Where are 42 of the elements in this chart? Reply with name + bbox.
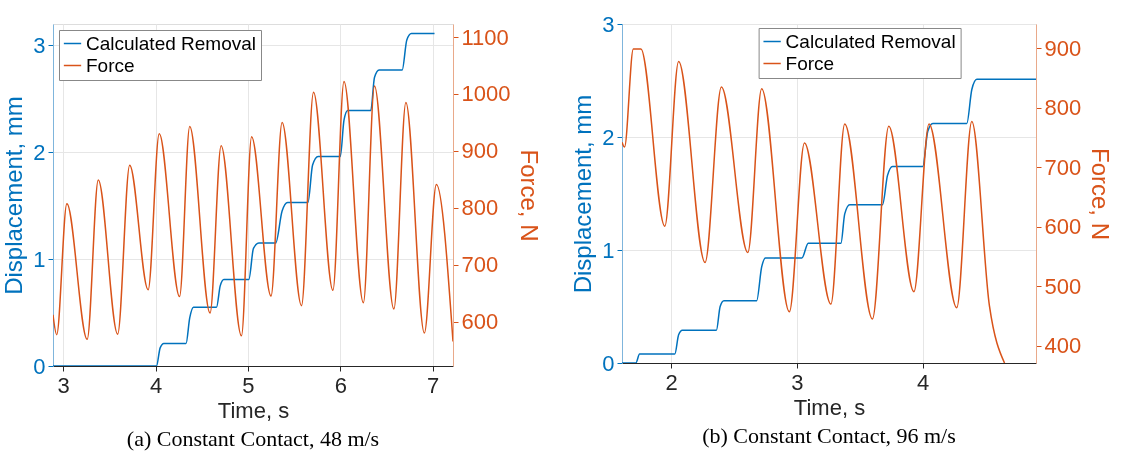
y2-tick-label: 800: [1044, 95, 1082, 121]
text: (b) Constant Contact, 96 m/s: [702, 423, 956, 448]
legend-label: Calculated Removal: [785, 30, 956, 52]
line-series: [622, 48, 1006, 363]
x-tick-label: 2: [665, 369, 678, 395]
x-axis-title: Time, s: [793, 394, 866, 420]
y2-tick-label: 1100: [461, 24, 509, 50]
legend-label: Force: [785, 52, 835, 74]
y-tick-label: 0: [602, 350, 615, 376]
legend-label: Calculated Removal: [86, 32, 257, 54]
y2-tick-label: 1000: [461, 81, 511, 107]
line-series: [53, 80, 453, 343]
y2-tick-label: 800: [461, 195, 499, 221]
x-tick-label: 4: [149, 372, 163, 398]
y-tick-label: 3: [602, 11, 615, 37]
y-tick-label: 3: [33, 32, 46, 58]
x-tick-label: 7: [427, 372, 440, 398]
y2-tick-label: 900: [1044, 35, 1082, 61]
y-axis-title: Displacement, mm: [569, 94, 597, 294]
y2-axis-title: Force, N: [516, 149, 544, 242]
y2-tick-label: 900: [461, 138, 499, 164]
x-tick-label: 4: [917, 369, 930, 395]
y2-axis-title: Force, N: [1087, 147, 1115, 241]
y2-tick-label: 500: [1044, 273, 1082, 299]
x-tick-label: 6: [334, 372, 347, 398]
y-tick-label: 1: [33, 246, 46, 272]
y2-tick-label: 600: [1044, 214, 1082, 240]
y-tick-label: 1: [602, 237, 615, 263]
y2-tick-label: 700: [461, 252, 499, 278]
y-tick-label: 0: [33, 353, 46, 379]
text: (a) Constant Contact, 48 m/s: [126, 426, 380, 451]
x-tick-label: 5: [242, 372, 255, 398]
y2-tick-label: 600: [461, 309, 499, 335]
y2-tick-label: 400: [1044, 333, 1082, 359]
x-axis-title: Time, s: [217, 397, 290, 423]
y-axis-title: Displacement, mm: [0, 96, 28, 295]
y-tick-label: 2: [33, 139, 46, 165]
x-tick-label: 3: [791, 369, 804, 395]
legend-label: Force: [86, 54, 135, 76]
y-tick-label: 2: [602, 124, 615, 150]
y2-tick-label: 700: [1044, 154, 1082, 180]
x-tick-label: 3: [57, 372, 70, 398]
